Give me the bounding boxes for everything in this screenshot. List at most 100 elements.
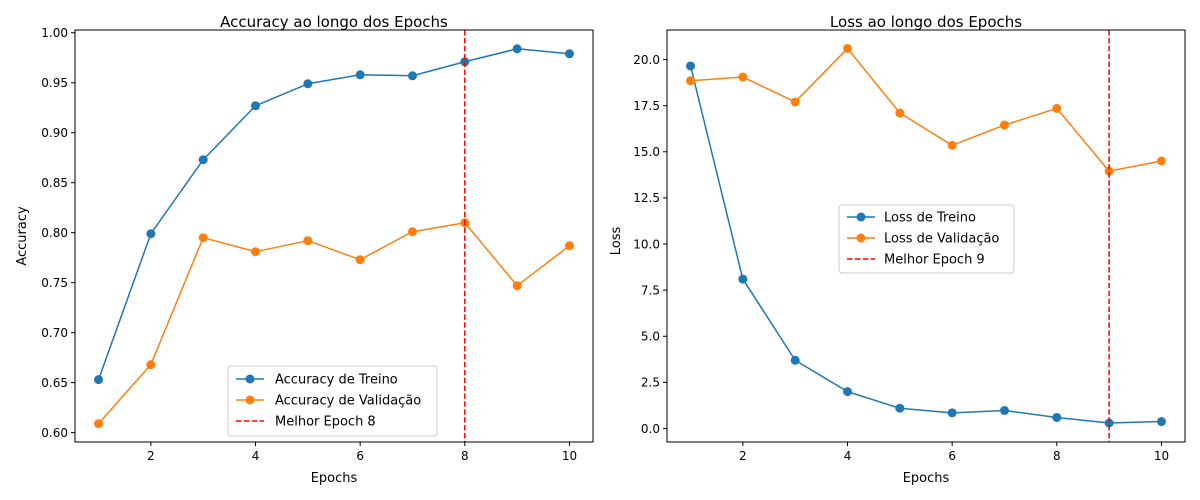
loss-val-point [843,43,853,53]
loss-chart-title: Loss ao longo dos Epochs [830,13,1022,31]
loss-y-tick-label: 2.5 [641,376,660,390]
accuracy-train-point [198,155,208,165]
accuracy-chart: Accuracy ao longo dos Epochs 0.60 0.65 0.7… [15,13,594,486]
accuracy-plot-frame [74,29,594,443]
loss-train-point [738,274,748,284]
accuracy-legend-marker-val [245,395,255,405]
loss-legend-marker-val [856,233,866,243]
accuracy-val-point [355,255,365,265]
loss-val-point [1156,156,1166,166]
loss-train-point [686,61,696,71]
accuracy-x-tick-label: 4 [252,449,260,463]
loss-x-tick-label: 2 [739,449,747,463]
accuracy-val-point [94,419,104,429]
accuracy-y-tick-label: 1.00 [41,26,68,40]
accuracy-x-tick-label: 8 [461,449,469,463]
accuracy-val-point [564,241,574,251]
accuracy-legend-marker-train [245,374,255,384]
accuracy-train-point [94,375,104,385]
accuracy-legend-label-train: Accuracy de Treino [275,373,398,388]
loss-legend-label-best: Melhor Epoch 9 [884,253,985,268]
loss-train-point [843,387,853,397]
loss-val-point [895,108,905,118]
accuracy-y-tick-label: 0.60 [41,426,68,440]
accuracy-train-point [512,44,522,54]
loss-train-point [1104,418,1114,428]
accuracy-val-point [251,247,261,257]
accuracy-train-point [407,71,417,81]
loss-val-point [686,76,696,86]
accuracy-y-tick-label: 0.80 [41,226,68,240]
loss-y-tick-label: 7.5 [641,283,660,297]
accuracy-train-point [251,101,261,111]
loss-val-point [947,140,957,150]
loss-x-ticks: 2 4 6 8 10 [739,442,1169,463]
accuracy-train-point [355,70,365,80]
accuracy-y-tick-label: 0.95 [41,76,68,90]
accuracy-val-point [407,227,417,237]
loss-y-tick-label: 0.0 [641,422,660,436]
loss-y-tick-label: 20.0 [633,53,660,67]
loss-y-tick-label: 5.0 [641,330,660,344]
loss-train-point [790,355,800,365]
accuracy-y-ticks: 0.60 0.65 0.70 0.75 0.80 0.85 0.90 0.95 1.00 [41,26,75,440]
accuracy-legend: Accuracy de Treino Accuracy de Validação… [227,365,438,437]
loss-chart: Loss ao longo dos Epochs 0.0 2.5 5.0 7.5 10.… [609,13,1186,486]
loss-val-point [738,72,748,82]
loss-val-line [690,47,1162,172]
loss-plot-frame [666,29,1186,443]
loss-train-point [895,403,905,413]
accuracy-train-point [146,229,156,239]
loss-val-point [1052,103,1062,113]
loss-y-tick-label: 12.5 [633,191,660,205]
loss-legend-marker-train [856,212,866,222]
accuracy-legend-box [227,365,438,437]
accuracy-y-tick-label: 0.75 [41,276,68,290]
accuracy-x-ticks: 2 4 6 8 10 [147,442,577,463]
accuracy-val-point [303,236,313,246]
loss-train-point [947,408,957,418]
accuracy-y-tick-label: 0.65 [41,376,68,390]
accuracy-y-tick-label: 0.85 [41,176,68,190]
loss-train-point [1052,412,1062,422]
accuracy-val-point [512,281,522,291]
loss-y-tick-label: 17.5 [633,99,660,113]
loss-y-ticks: 0.0 2.5 5.0 7.5 10.0 12.5 15.0 17.5 20.0 [633,53,667,436]
accuracy-y-axis-label: Accuracy [15,206,30,266]
accuracy-x-tick-label: 6 [356,449,364,463]
loss-val-point [790,97,800,107]
accuracy-y-tick-label: 0.90 [41,126,68,140]
accuracy-legend-label-val: Accuracy de Validação [275,394,421,409]
accuracy-y-tick-label: 0.70 [41,326,68,340]
loss-legend-label-val: Loss de Validação [884,232,999,247]
accuracy-train-point [564,49,574,59]
accuracy-chart-title: Accuracy ao longo dos Epochs [220,13,448,31]
loss-legend-label-train: Loss de Treino [884,211,976,226]
loss-y-axis-label: Loss [609,227,624,256]
loss-val-point [999,120,1009,130]
accuracy-val-point [146,360,156,370]
loss-x-tick-label: 6 [948,449,956,463]
loss-x-axis-label: Epochs [903,471,950,486]
loss-y-tick-label: 15.0 [633,145,660,159]
accuracy-x-tick-label: 10 [562,449,577,463]
loss-legend: Loss de Treino Loss de Validação Melhor … [838,204,1015,274]
loss-x-tick-label: 4 [844,449,852,463]
accuracy-legend-label-best: Melhor Epoch 8 [275,415,376,430]
loss-val-point [1104,166,1114,176]
loss-x-tick-label: 10 [1154,449,1169,463]
loss-train-point [999,405,1009,415]
loss-y-tick-label: 10.0 [633,237,660,251]
loss-legend-box [838,204,1015,274]
loss-train-point [1156,417,1166,427]
accuracy-train-point [303,79,313,89]
accuracy-x-tick-label: 2 [147,449,155,463]
accuracy-series [94,30,574,442]
accuracy-val-point [198,233,208,243]
loss-x-tick-label: 8 [1053,449,1061,463]
accuracy-val-line [97,221,570,425]
accuracy-train-line [97,48,570,380]
loss-series [686,30,1166,442]
loss-train-line [689,65,1162,424]
